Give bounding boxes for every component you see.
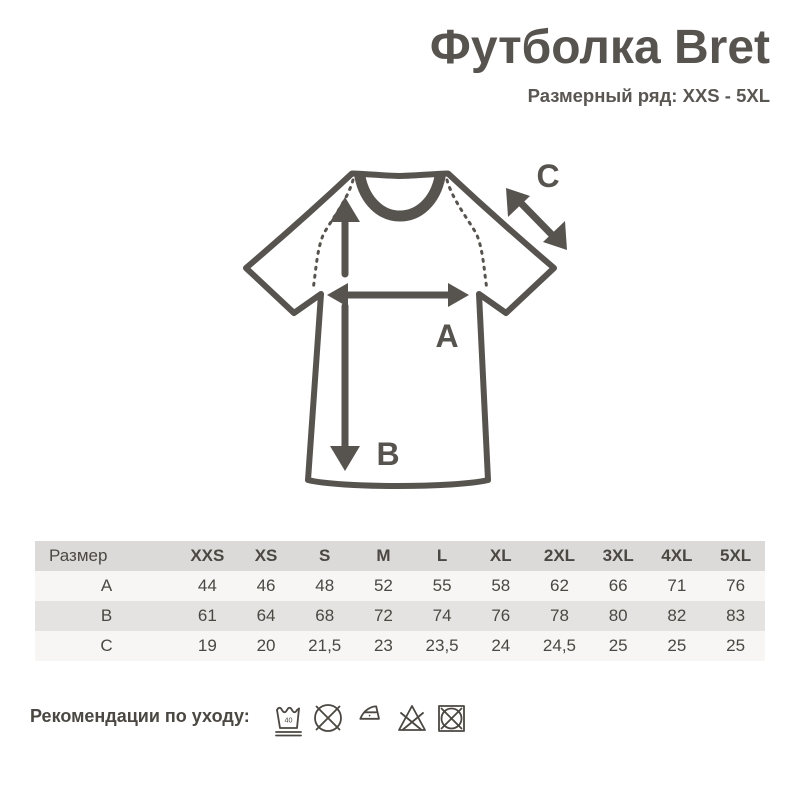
svg-text:40: 40 [285,716,293,725]
